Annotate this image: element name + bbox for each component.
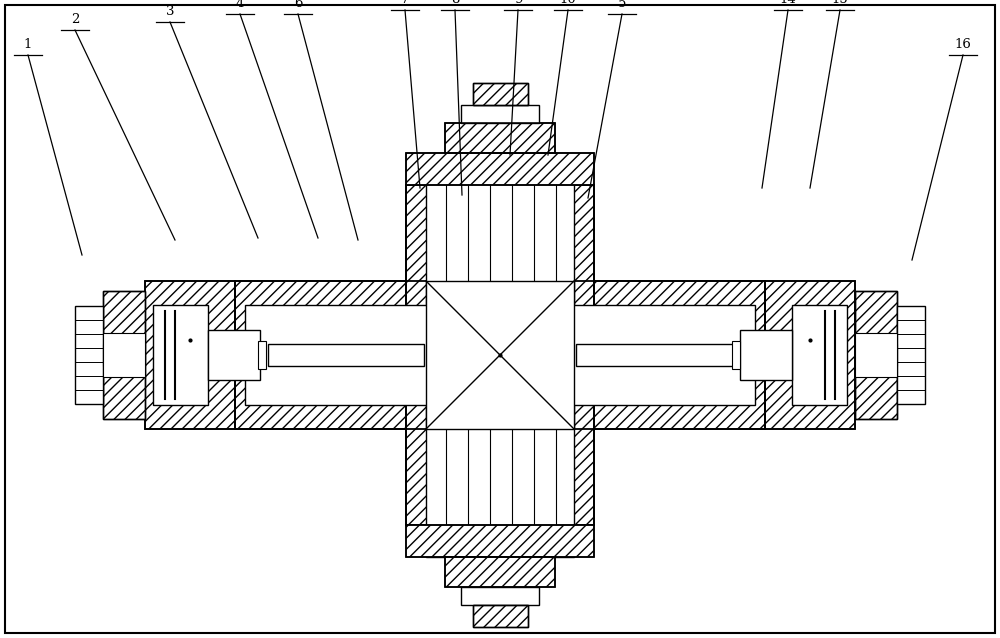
Bar — [406, 525, 594, 557]
Bar — [153, 305, 208, 405]
Bar — [765, 281, 855, 429]
Bar — [855, 291, 897, 419]
Text: 9: 9 — [514, 0, 522, 6]
Bar — [75, 306, 103, 404]
Text: 10: 10 — [560, 0, 576, 6]
Bar — [461, 587, 539, 605]
Bar — [445, 557, 555, 587]
Text: 3: 3 — [166, 5, 174, 18]
Text: 5: 5 — [618, 0, 626, 10]
Bar — [406, 153, 594, 185]
Bar — [268, 344, 424, 366]
Bar — [855, 344, 897, 366]
Text: 14: 14 — [780, 0, 796, 6]
Bar — [208, 330, 260, 380]
Bar — [576, 344, 738, 366]
Bar — [103, 291, 145, 419]
Bar — [473, 83, 528, 105]
Bar — [258, 341, 266, 369]
Bar — [245, 305, 755, 405]
Bar — [145, 281, 235, 429]
Text: 4: 4 — [236, 0, 244, 10]
Bar — [855, 291, 897, 419]
Bar — [897, 306, 925, 404]
Text: 15: 15 — [832, 0, 848, 6]
Bar — [461, 105, 539, 123]
Bar — [426, 153, 574, 305]
Bar — [445, 123, 555, 153]
Bar — [235, 281, 765, 429]
Bar — [406, 185, 594, 525]
Bar — [473, 83, 528, 105]
Text: 2: 2 — [71, 13, 79, 26]
Bar — [445, 557, 555, 587]
Bar — [765, 281, 855, 429]
Bar — [235, 281, 765, 429]
Bar — [792, 305, 847, 405]
Bar — [103, 344, 145, 366]
Bar — [406, 525, 594, 557]
Bar — [473, 605, 528, 627]
Bar — [426, 281, 574, 429]
Bar — [445, 123, 555, 153]
Bar — [406, 153, 594, 185]
Text: 16: 16 — [955, 38, 971, 51]
Text: 7: 7 — [401, 0, 409, 6]
Bar — [740, 330, 792, 380]
Text: 6: 6 — [294, 0, 302, 10]
Bar — [473, 605, 528, 627]
Bar — [103, 291, 145, 419]
Bar — [145, 281, 235, 429]
Bar — [426, 405, 574, 557]
Bar — [855, 333, 897, 377]
Bar — [406, 185, 594, 525]
Bar — [103, 333, 145, 377]
Bar — [732, 341, 740, 369]
Text: 8: 8 — [451, 0, 459, 6]
Text: 1: 1 — [24, 38, 32, 51]
